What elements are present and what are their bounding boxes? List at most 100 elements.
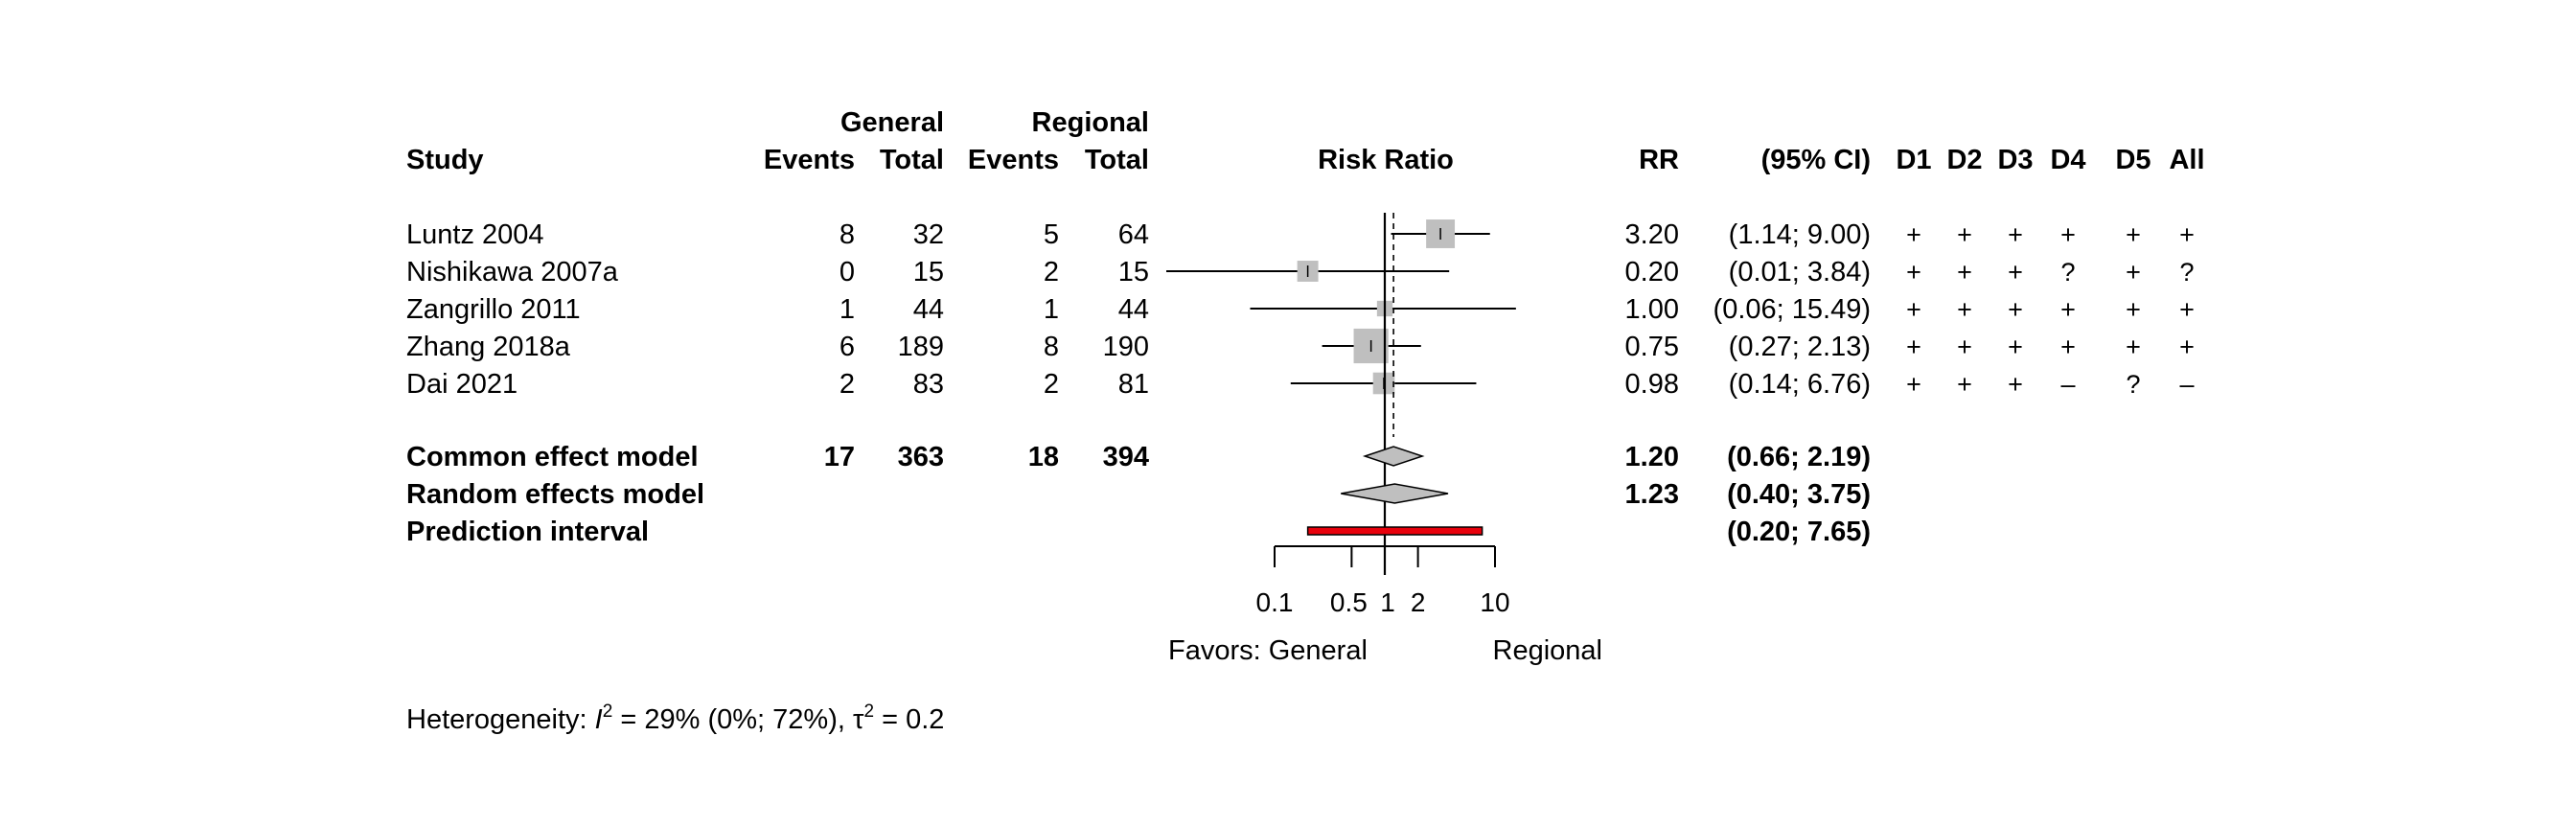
risk-of-bias-d1: +: [1906, 333, 1921, 361]
plot-area: 0.1 0.5 1 2 10: [1166, 213, 1516, 617]
common-events-regional: 18: [1028, 442, 1059, 472]
total-regional: 64: [1118, 219, 1149, 250]
common-total-regional: 394: [1103, 442, 1149, 472]
risk-of-bias-d2: +: [1957, 333, 1972, 361]
study-name: Nishikawa 2007a: [406, 257, 619, 288]
risk-of-bias-d3: +: [2008, 295, 2023, 324]
risk-of-bias-d5: +: [2126, 333, 2141, 361]
header-domain-d4: D4: [2050, 145, 2085, 175]
header-domain-all: All: [2169, 145, 2204, 175]
risk-of-bias-d2: +: [1957, 220, 1972, 249]
prediction-ci-value: (0.20; 7.65): [1727, 517, 1871, 547]
risk-of-bias-d2: +: [1957, 370, 1972, 399]
header-study: Study: [406, 145, 484, 175]
risk-of-bias-d1: +: [1906, 295, 1921, 324]
events-general: 0: [840, 257, 855, 288]
i2-symbol: I: [595, 704, 603, 735]
common-effect-diamond: [1362, 446, 1425, 467]
rr-value: 0.75: [1625, 332, 1679, 362]
random-rr-value: 1.23: [1625, 479, 1679, 510]
x-tick-label: 0.5: [1330, 587, 1368, 617]
header-total-1: Total: [880, 145, 944, 175]
risk-of-bias-d3: +: [2008, 370, 2023, 399]
header-domain-d2: D2: [1946, 145, 1982, 175]
study-name: Dai 2021: [406, 369, 518, 400]
risk-of-bias-d3: +: [2008, 333, 2023, 361]
risk-of-bias-d5: +: [2126, 295, 2141, 324]
risk-of-bias-all: ?: [2179, 258, 2194, 287]
header-events-2: Events: [968, 145, 1059, 175]
risk-of-bias-all: +: [2179, 295, 2195, 324]
events-regional: 8: [1044, 332, 1059, 362]
events-regional: 2: [1044, 369, 1059, 400]
risk-of-bias-d5: +: [2126, 258, 2141, 287]
heterogeneity-prefix: Heterogeneity:: [406, 704, 595, 735]
ci-value: (0.14; 6.76): [1729, 369, 1871, 400]
data-rows: Luntz 2004 8 32 5 64 3.20 (1.14; 9.00) + + + + + +Ni…: [406, 145, 2205, 547]
events-general: 2: [840, 369, 855, 400]
total-regional: 190: [1103, 332, 1149, 362]
study-name: Zhang 2018a: [406, 332, 571, 362]
risk-of-bias-d3: +: [2008, 220, 2023, 249]
total-regional: 81: [1118, 369, 1149, 400]
events-general: 6: [840, 332, 855, 362]
total-general: 44: [913, 294, 944, 325]
study-name: Zangrillo 2011: [406, 294, 581, 325]
header-group1: General: [840, 107, 944, 138]
header-plot-title: Risk Ratio: [1318, 145, 1454, 175]
common-ci-value: (0.66; 2.19): [1727, 442, 1871, 472]
risk-of-bias-d1: +: [1906, 370, 1921, 399]
risk-of-bias-all: –: [2179, 370, 2194, 399]
rr-value: 0.98: [1625, 369, 1679, 400]
prediction-interval-label: Prediction interval: [406, 517, 649, 547]
prediction-interval-bar: [1306, 526, 1484, 536]
risk-of-bias-d2: +: [1957, 295, 1972, 324]
risk-of-bias-d4: ?: [2060, 258, 2075, 287]
random-effects-label: Random effects model: [406, 479, 704, 510]
risk-of-bias-d4: +: [2060, 220, 2076, 249]
risk-of-bias-d4: –: [2060, 370, 2075, 399]
tau-superscript: 2: [863, 702, 874, 722]
i2-value: = 29% (0%; 72%),: [612, 704, 853, 735]
risk-of-bias-d2: +: [1957, 258, 1972, 287]
common-events-general: 17: [824, 442, 855, 472]
x-tick-label: 0.1: [1256, 587, 1294, 617]
favors-left-label: Favors: General: [1168, 635, 1368, 666]
risk-of-bias-all: +: [2179, 220, 2195, 249]
total-general: 32: [913, 219, 944, 250]
heterogeneity-text: Heterogeneity: I2 = 29% (0%; 72%), τ2 = …: [406, 702, 944, 735]
total-regional: 15: [1118, 257, 1149, 288]
favors-right-label: Regional: [1493, 635, 1602, 666]
common-rr-value: 1.20: [1625, 442, 1679, 472]
ci-value: (0.01; 3.84): [1729, 257, 1871, 288]
header-domain-d5: D5: [2115, 145, 2150, 175]
header-rr: RR: [1639, 145, 1679, 175]
i2-superscript: 2: [603, 702, 613, 722]
header-domain-d3: D3: [1997, 145, 2033, 175]
risk-of-bias-d5: +: [2126, 220, 2141, 249]
events-regional: 5: [1044, 219, 1059, 250]
events-regional: 1: [1044, 294, 1059, 325]
rr-value: 1.00: [1625, 294, 1679, 325]
random-ci-value: (0.40; 3.75): [1727, 479, 1871, 510]
x-tick-label: 1: [1380, 587, 1395, 617]
risk-of-bias-d1: +: [1906, 258, 1921, 287]
header-events-1: Events: [764, 145, 855, 175]
risk-of-bias-d1: +: [1906, 220, 1921, 249]
total-general: 189: [898, 332, 944, 362]
risk-of-bias-all: +: [2179, 333, 2195, 361]
rr-value: 0.20: [1625, 257, 1679, 288]
events-regional: 2: [1044, 257, 1059, 288]
tau-value: = 0.2: [874, 704, 944, 735]
ci-value: (1.14; 9.00): [1729, 219, 1871, 250]
study-name: Luntz 2004: [406, 219, 544, 250]
total-general: 83: [913, 369, 944, 400]
header-domain-d1: D1: [1896, 145, 1931, 175]
total-general: 15: [913, 257, 944, 288]
tau-symbol: τ: [853, 704, 864, 735]
events-general: 8: [840, 219, 855, 250]
header-total-2: Total: [1085, 145, 1149, 175]
header-ci: (95% CI): [1761, 145, 1871, 175]
risk-of-bias-d4: +: [2060, 295, 2076, 324]
x-tick-label: 2: [1411, 587, 1426, 617]
